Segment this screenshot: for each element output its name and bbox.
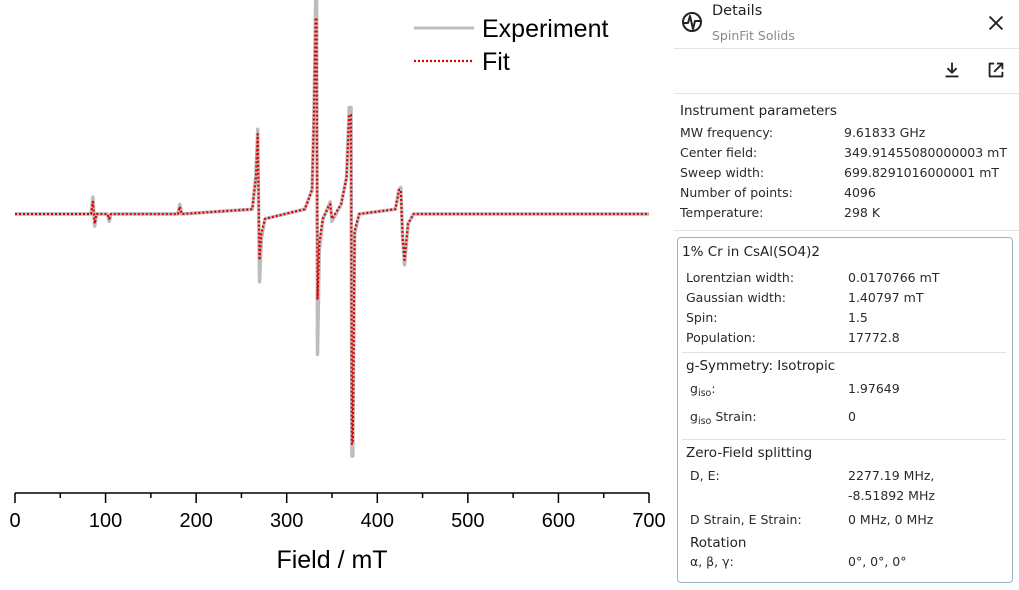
instr-label-center: Center field:	[680, 145, 758, 160]
zfs-heading: Zero-Field splitting	[686, 445, 813, 461]
giso-strain-label: giso Strain:	[690, 409, 757, 427]
open-in-new-icon[interactable]	[985, 59, 1007, 81]
comp-label-spin: Spin:	[686, 310, 718, 325]
legend: Experiment Fit	[414, 15, 608, 76]
close-icon[interactable]	[985, 12, 1007, 34]
giso-subscript: iso	[697, 388, 712, 399]
zfs-de-value-e: -8.51892 MHz	[848, 488, 935, 503]
x-tick-label: 400	[361, 510, 394, 532]
rotation-label: α, β, γ:	[690, 554, 734, 569]
divider	[682, 352, 1006, 353]
instr-label-points: Number of points:	[680, 185, 793, 200]
spectrum-icon	[682, 12, 702, 32]
comp-label-population: Population:	[686, 330, 756, 345]
zfs-de-label: D, E:	[690, 468, 720, 483]
instr-value-temp: 298 K	[844, 205, 881, 220]
x-tick-label: 100	[89, 510, 122, 532]
component-card: 1% Cr in CsAl(SO4)2 Lorentzian width: 0.…	[677, 237, 1013, 583]
details-toolbar	[674, 49, 1019, 94]
giso-strain-value: 0	[848, 409, 856, 424]
instr-value-sweep: 699.8291016000001 mT	[844, 165, 1000, 180]
comp-value-lorentzian: 0.0170766 mT	[848, 270, 940, 285]
instr-value-center: 349.91455080000003 mT	[844, 145, 1007, 160]
giso-strain-subscript: iso	[697, 416, 712, 427]
x-tick-label: 500	[451, 510, 484, 532]
divider	[674, 230, 1019, 231]
series-layer	[15, 0, 649, 458]
x-axis-ticks: 0 100 200 300 400 500 600 700	[9, 493, 666, 532]
x-tick-label: 200	[179, 510, 212, 532]
spectrum-chart: 0 100 200 300 400 500 600 700 Field / mT Experi…	[9, 0, 666, 574]
details-panel: Details SpinFit Solids Instrument parame…	[674, 0, 1019, 590]
legend-label-fit: Fit	[482, 48, 510, 76]
giso-label: giso:	[690, 381, 716, 399]
zfs-strain-value: 0 MHz, 0 MHz	[848, 512, 934, 527]
panel-title: Details	[712, 3, 763, 19]
instr-value-mw: 9.61833 GHz	[844, 125, 926, 140]
instr-value-points: 4096	[844, 185, 876, 200]
instr-label-sweep: Sweep width:	[680, 165, 765, 180]
download-icon[interactable]	[941, 59, 963, 81]
instr-label-mw: MW frequency:	[680, 125, 774, 140]
divider	[682, 439, 1006, 440]
comp-label-gaussian: Gaussian width:	[686, 290, 786, 305]
giso-symbol: g	[690, 381, 698, 396]
zfs-strain-label: D Strain, E Strain:	[690, 512, 802, 527]
instrument-heading: Instrument parameters	[680, 103, 837, 119]
gsym-heading: g-Symmetry: Isotropic	[686, 358, 836, 374]
legend-label-experiment: Experiment	[482, 15, 608, 43]
giso-strain-symbol: g	[690, 409, 698, 424]
comp-value-spin: 1.5	[848, 310, 868, 325]
details-header: Details SpinFit Solids	[674, 0, 1019, 49]
comp-value-population: 17772.8	[848, 330, 900, 345]
comp-label-lorentzian: Lorentzian width:	[686, 270, 795, 285]
giso-value: 1.97649	[848, 381, 900, 396]
x-tick-label: 300	[270, 510, 303, 532]
series-line-experiment	[15, 0, 649, 458]
giso-strain-tail: Strain:	[711, 409, 757, 424]
component-heading: 1% Cr in CsAl(SO4)2	[682, 244, 820, 260]
x-tick-label: 600	[542, 510, 575, 532]
x-tick-label: 0	[9, 510, 20, 532]
panel-subtitle: SpinFit Solids	[712, 28, 795, 43]
x-axis-label: Field / mT	[276, 546, 387, 574]
x-tick-label: 700	[632, 510, 665, 532]
rotation-value: 0°, 0°, 0°	[848, 554, 907, 569]
instr-label-temp: Temperature:	[680, 205, 764, 220]
series-line-fit	[15, 16, 649, 445]
giso-colon: :	[711, 381, 716, 396]
rotation-heading: Rotation	[690, 535, 747, 551]
zfs-de-value-d: 2277.19 MHz,	[848, 468, 935, 483]
comp-value-gaussian: 1.40797 mT	[848, 290, 924, 305]
